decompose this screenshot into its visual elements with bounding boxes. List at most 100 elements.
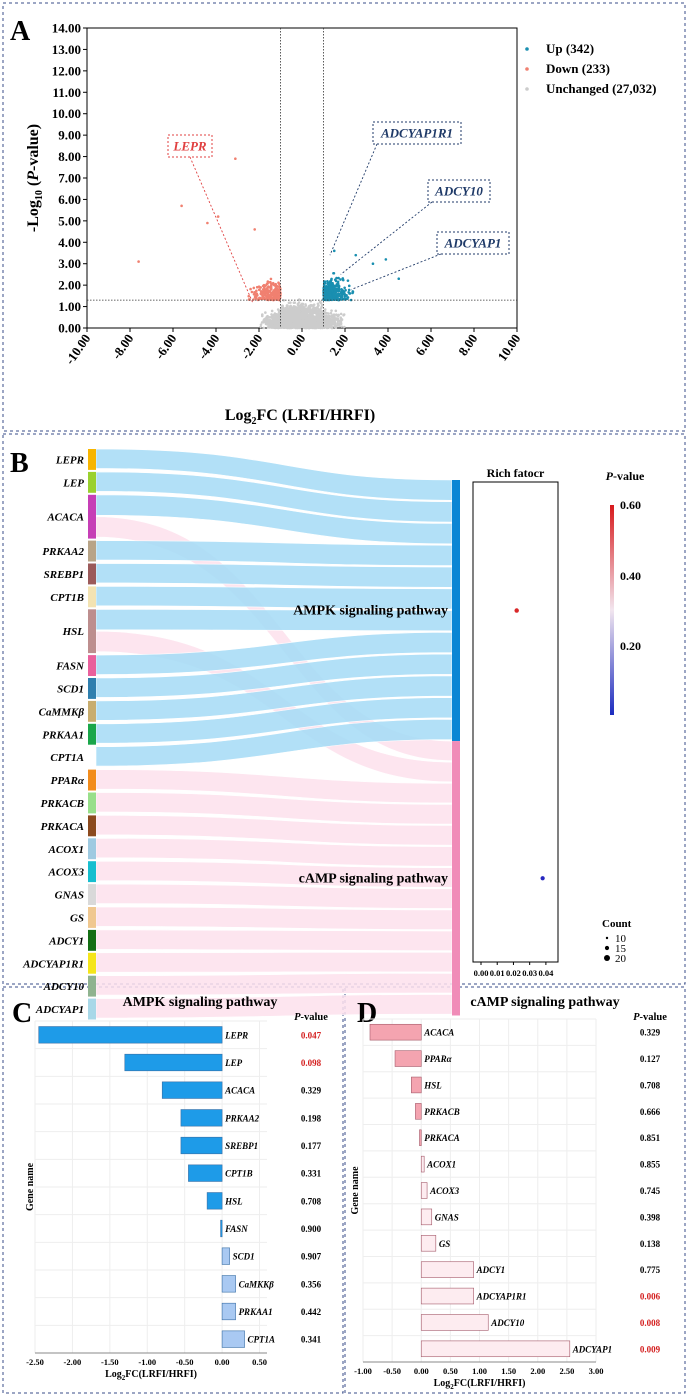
bar-label: HSL bbox=[423, 1080, 442, 1090]
unchanged-point bbox=[296, 326, 300, 329]
gene-node bbox=[88, 861, 96, 883]
unchanged-point bbox=[292, 301, 296, 305]
x-tick-label: -1.00 bbox=[354, 1366, 372, 1376]
bar-label: PRKACA bbox=[424, 1133, 460, 1143]
gene-node bbox=[88, 723, 96, 745]
unchanged-point bbox=[265, 321, 269, 325]
gene-node bbox=[88, 907, 96, 928]
bar-label: HSL bbox=[224, 1196, 243, 1206]
up-point bbox=[330, 296, 333, 299]
unchanged-point bbox=[342, 313, 346, 316]
unchanged-point bbox=[308, 309, 312, 313]
unchanged-point bbox=[289, 301, 292, 304]
bar bbox=[369, 1023, 422, 1041]
x-tick-label: 6.00 bbox=[412, 331, 437, 358]
bar-label: ACACA bbox=[224, 1086, 255, 1096]
x-tick-label: -0.50 bbox=[383, 1366, 401, 1376]
gene-node bbox=[88, 540, 96, 562]
gene-label: ACACA bbox=[46, 512, 84, 524]
unchanged-point bbox=[290, 318, 294, 321]
bar bbox=[38, 1026, 223, 1044]
y-tick-label: 5.00 bbox=[58, 213, 81, 228]
unchanged-point bbox=[310, 311, 314, 315]
x-tick-label: -2.00 bbox=[238, 331, 266, 362]
p-value-label: 0.855 bbox=[640, 1160, 661, 1170]
bar bbox=[180, 1109, 223, 1127]
gene-node bbox=[88, 884, 96, 905]
y-tick-label: 9.00 bbox=[58, 128, 81, 143]
gene-label: ADCYAP1R1 bbox=[22, 958, 84, 970]
bubble-x-tick-label: 0.01 bbox=[490, 968, 505, 978]
y-tick-label: 14.00 bbox=[52, 21, 81, 36]
bar bbox=[221, 1302, 236, 1321]
unchanged-point bbox=[299, 322, 303, 326]
gene-label: SREBP1 bbox=[44, 569, 84, 581]
pathway-node bbox=[452, 480, 460, 742]
y-tick-label: 0.00 bbox=[58, 321, 81, 336]
x-tick-label: 0.50 bbox=[252, 1357, 267, 1367]
text-part: FC (LRFI/HRFI) bbox=[257, 407, 376, 424]
bar bbox=[411, 1076, 422, 1094]
up-point bbox=[347, 284, 351, 288]
x-tick-label: -1.50 bbox=[101, 1357, 119, 1367]
gene-label: GS bbox=[70, 912, 84, 924]
up-point bbox=[336, 287, 339, 291]
x-tick-label: 10.00 bbox=[494, 331, 523, 364]
bar-label: CaMKKβ bbox=[239, 1279, 275, 1289]
unchanged-point bbox=[317, 304, 320, 307]
gene-node bbox=[88, 586, 96, 608]
x-tick-label: 0.50 bbox=[443, 1366, 458, 1376]
unchanged-point bbox=[314, 310, 318, 313]
annotation-label: ADCYAP1R1 bbox=[380, 126, 453, 141]
unchanged-point bbox=[337, 313, 340, 317]
bar bbox=[180, 1136, 223, 1155]
gene-label: ACOX1 bbox=[48, 844, 84, 856]
y-axis-label: -Log10 (P-value) bbox=[25, 124, 45, 232]
gene-label: PRKACB bbox=[41, 798, 84, 810]
gene-node bbox=[88, 563, 96, 585]
annotation-label: LEPR bbox=[172, 139, 207, 154]
unchanged-point bbox=[329, 311, 333, 315]
down-point bbox=[258, 288, 261, 291]
down-point bbox=[234, 157, 237, 161]
legend-marker bbox=[525, 47, 529, 51]
gene-label: ADCY10 bbox=[43, 981, 85, 993]
x-tick-label: -0.50 bbox=[176, 1357, 194, 1367]
down-point bbox=[263, 287, 267, 291]
ampk-bar-panel: C AMPK signaling pathway P-value LEPR 0.047 L… bbox=[12, 995, 328, 1382]
p-value-label: 0.098 bbox=[301, 1058, 322, 1068]
gene-label: ACOX3 bbox=[48, 867, 85, 879]
unchanged-point bbox=[329, 318, 333, 321]
down-point bbox=[259, 286, 262, 289]
gene-node bbox=[88, 678, 96, 699]
unchanged-point bbox=[335, 313, 338, 317]
unchanged-point bbox=[288, 306, 292, 310]
bar-label: GNAS bbox=[435, 1212, 459, 1222]
unchanged-point bbox=[315, 316, 318, 319]
unchanged-point bbox=[309, 325, 312, 329]
up-point bbox=[346, 279, 350, 282]
gene-node bbox=[88, 998, 96, 1020]
unchanged-point bbox=[260, 313, 264, 316]
panel-a-border bbox=[2, 2, 686, 432]
down-point bbox=[275, 285, 278, 288]
down-point bbox=[256, 293, 259, 297]
bar-label: PRKACB bbox=[424, 1107, 460, 1117]
bar-label: PPARα bbox=[424, 1054, 452, 1064]
p-value-label: 0.047 bbox=[301, 1030, 322, 1040]
bar bbox=[124, 1053, 223, 1072]
count-marker bbox=[604, 955, 610, 961]
unchanged-point bbox=[324, 318, 327, 321]
unchanged-point bbox=[334, 309, 338, 313]
legend-label: Down (233) bbox=[546, 61, 610, 76]
unchanged-point bbox=[297, 309, 301, 313]
count-marker bbox=[604, 945, 610, 951]
down-point bbox=[269, 286, 273, 290]
unchanged-point bbox=[292, 310, 295, 313]
gene-node bbox=[88, 746, 96, 768]
unchanged-point bbox=[310, 323, 314, 327]
unchanged-point bbox=[304, 319, 308, 322]
gene-label: FASN bbox=[55, 661, 85, 673]
unchanged-point bbox=[313, 325, 317, 329]
up-point bbox=[337, 276, 340, 280]
